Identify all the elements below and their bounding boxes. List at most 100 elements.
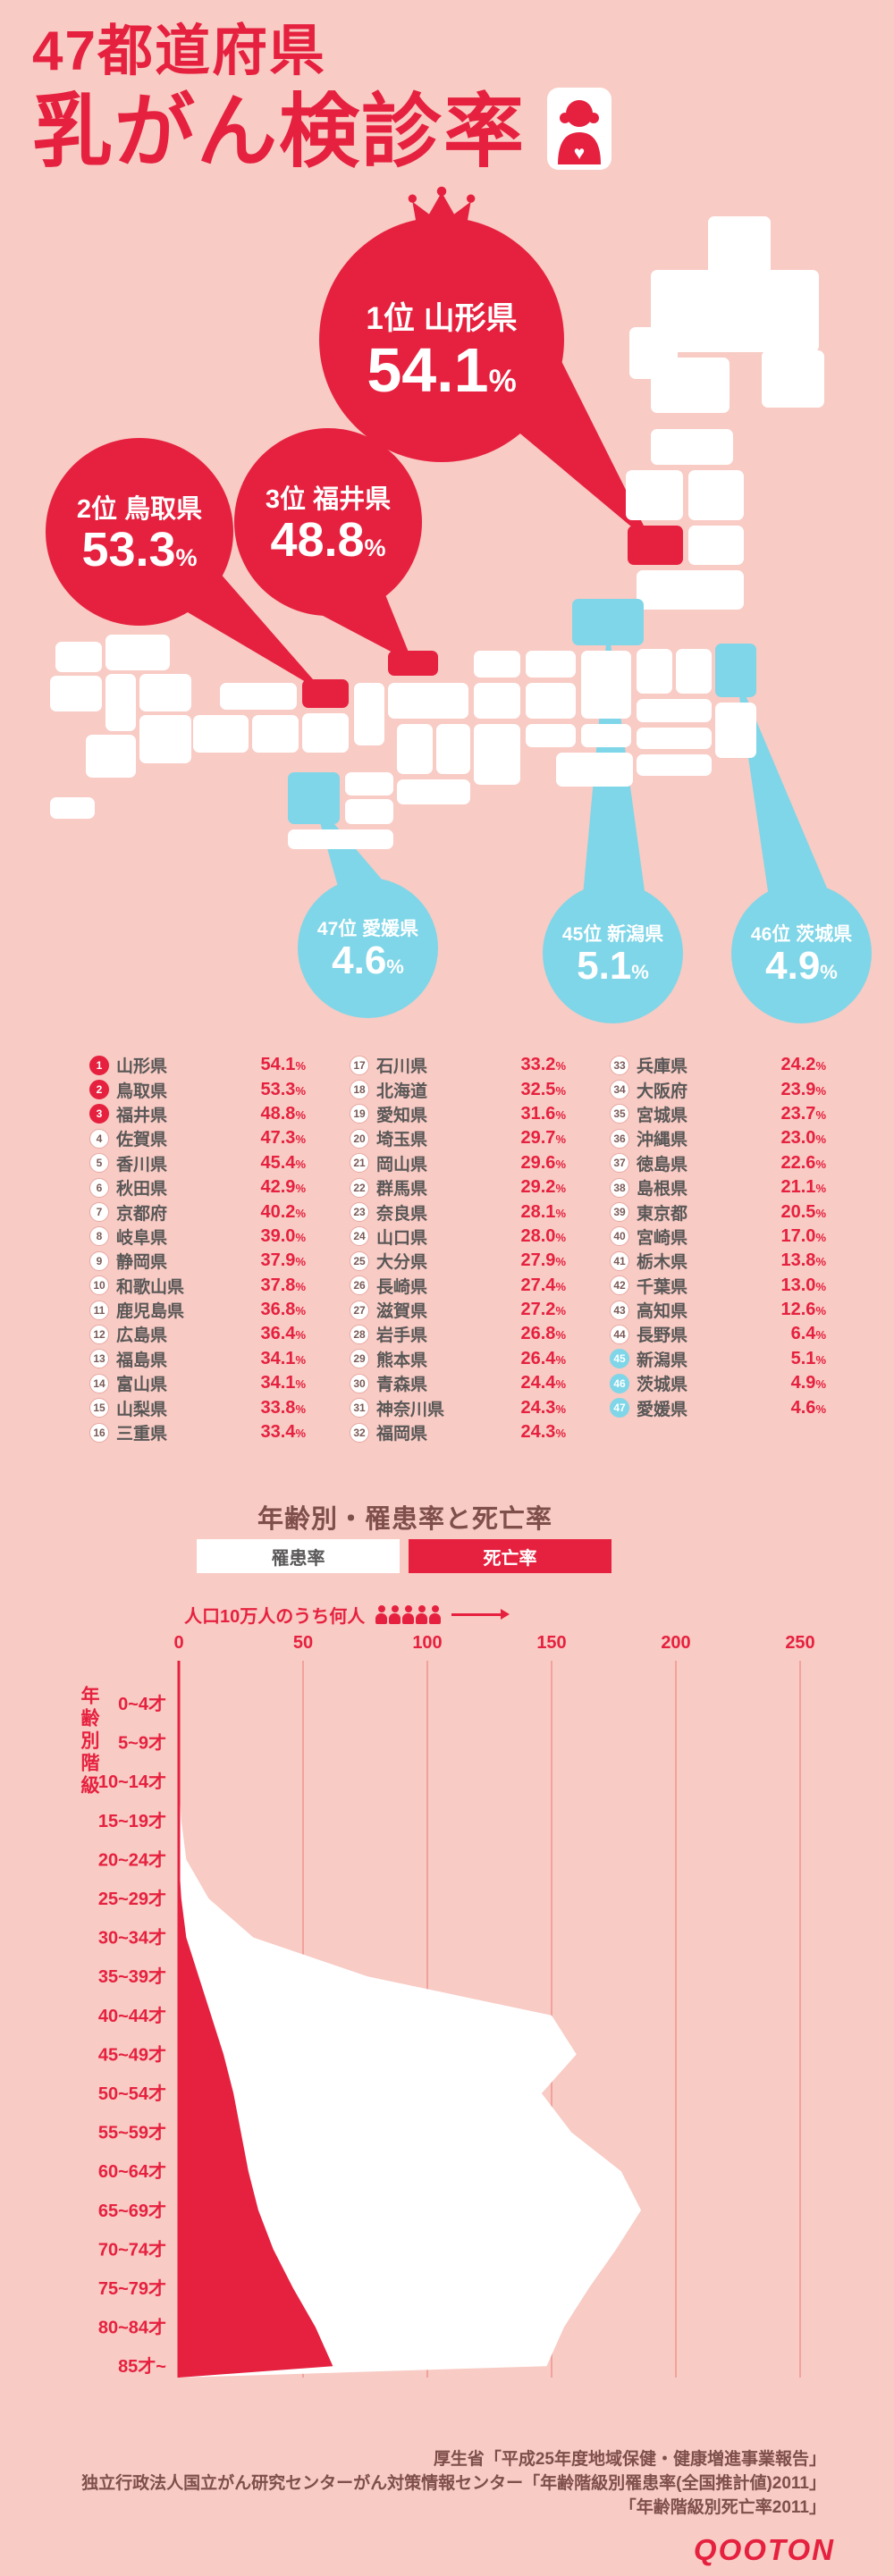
source-line: 「年齢階級別死亡率2011」 xyxy=(619,2498,826,2517)
screening-rate: 27.9% xyxy=(520,1250,567,1271)
rank-badge: 11 xyxy=(89,1300,109,1320)
rank-badge: 40 xyxy=(610,1226,629,1247)
rank-badge: 43 xyxy=(610,1300,629,1320)
screening-rate: 4.6% xyxy=(790,1397,826,1418)
ranking-row: 9 静岡県 37.9% xyxy=(89,1249,306,1273)
rank-badge: 13 xyxy=(89,1349,109,1369)
map-block xyxy=(651,270,819,352)
callout-label: 47位 愛媛県 xyxy=(316,919,419,940)
callout-label: 1位 山形県 xyxy=(366,300,518,336)
ranking-row: 38 島根県 21.1% xyxy=(610,1175,826,1200)
screening-rate: 24.3% xyxy=(520,1422,567,1443)
map-block xyxy=(354,683,384,745)
ranking-row: 1 山形県 54.1% xyxy=(89,1053,306,1077)
screening-rate: 27.4% xyxy=(520,1275,567,1295)
age-label: 30~34才 xyxy=(98,1927,166,1949)
ranking-row: 32 福岡県 24.3% xyxy=(350,1420,566,1444)
rank-badge: 34 xyxy=(610,1080,629,1100)
screening-rate: 26.8% xyxy=(520,1324,567,1344)
map-block xyxy=(55,642,102,672)
callout-value: 4.6% xyxy=(332,939,404,983)
ranking-row: 6 秋田県 42.9% xyxy=(89,1175,306,1200)
ranking-row: 33 兵庫県 24.2% xyxy=(610,1053,826,1077)
screening-rate: 31.6% xyxy=(520,1103,567,1124)
screening-rate: 37.8% xyxy=(260,1275,307,1295)
rank-badge: 3 xyxy=(89,1104,109,1124)
japan-map xyxy=(50,216,833,903)
ranking-row: 20 埼玉県 29.7% xyxy=(350,1126,566,1150)
map-block xyxy=(474,683,520,719)
callout-label: 2位 鳥取県 xyxy=(76,495,203,525)
page-title-line1: 47都道府県 xyxy=(32,21,326,82)
prefecture-name: 岡山県 xyxy=(376,1155,428,1174)
age-label: 85才~ xyxy=(118,2355,166,2377)
map-block xyxy=(86,735,136,778)
map-block xyxy=(637,754,712,776)
prefecture-name: 新潟県 xyxy=(637,1351,688,1370)
screening-rate: 23.0% xyxy=(780,1128,827,1149)
rank-badge: 38 xyxy=(610,1177,629,1198)
ranking-row: 47 愛媛県 4.6% xyxy=(610,1395,826,1419)
callout-rank2-tottori: 2位 鳥取県 53.3% xyxy=(46,438,233,626)
person-icon xyxy=(429,1604,442,1625)
callout-value: 54.1% xyxy=(367,334,517,405)
rank-badge: 39 xyxy=(610,1202,629,1223)
prefecture-name: 山口県 xyxy=(376,1228,428,1248)
screening-rate: 48.8% xyxy=(260,1103,307,1124)
rank-badge: 29 xyxy=(350,1349,369,1369)
map-block xyxy=(637,699,712,722)
person-icon xyxy=(389,1604,401,1625)
rank-badge: 31 xyxy=(350,1398,369,1418)
prefecture-name: 沖縄県 xyxy=(637,1131,688,1150)
prefecture-name: 宮城県 xyxy=(637,1106,688,1125)
age-label: 35~39才 xyxy=(98,1966,166,1987)
screening-rate: 29.7% xyxy=(520,1128,567,1149)
rank-badge: 46 xyxy=(610,1373,629,1393)
prefecture-name: 滋賀県 xyxy=(376,1302,428,1322)
rank-badge: 1 xyxy=(89,1055,109,1075)
rank-badge: 37 xyxy=(610,1153,629,1174)
ranking-row: 36 沖縄県 23.0% xyxy=(610,1126,826,1150)
prefecture-name: 徳島県 xyxy=(637,1155,688,1174)
screening-rate: 28.0% xyxy=(520,1225,567,1246)
screening-rate: 37.9% xyxy=(260,1250,307,1271)
sources: 厚生省「平成25年度地域保健・健康増進事業報告」 独立行政法人国立がん研究センタ… xyxy=(81,2447,826,2520)
screening-rate: 24.3% xyxy=(520,1397,567,1418)
prefecture-name: 秋田県 xyxy=(116,1180,168,1200)
age-label: 0~4才 xyxy=(118,1693,166,1714)
qooton-logo: QOOTON xyxy=(693,2533,835,2566)
age-label: 45~49才 xyxy=(98,2043,166,2065)
ranking-row: 19 愛知県 31.6% xyxy=(350,1102,566,1126)
prefecture-name: 栃木県 xyxy=(637,1253,688,1273)
screening-rate: 39.0% xyxy=(260,1225,307,1246)
screening-rate: 17.0% xyxy=(780,1225,827,1246)
prefecture-name: 三重県 xyxy=(116,1425,168,1444)
rank-badge: 18 xyxy=(350,1080,369,1100)
prefecture-name: 奈良県 xyxy=(376,1204,428,1224)
callout-value: 5.1% xyxy=(577,944,649,989)
screening-rate: 24.2% xyxy=(780,1055,827,1075)
ranking-row: 17 石川県 33.2% xyxy=(350,1053,566,1077)
rank-badge: 5 xyxy=(89,1153,109,1174)
age-label: 65~69才 xyxy=(98,2200,166,2221)
map-block xyxy=(50,797,95,819)
callout-rank1-yamagata: 1位 山形県 54.1% xyxy=(319,186,564,462)
screening-rate: 21.1% xyxy=(780,1177,827,1198)
ranking-row: 45 新潟県 5.1% xyxy=(610,1347,826,1371)
rank-badge: 7 xyxy=(89,1202,109,1223)
screening-rate: 34.1% xyxy=(260,1348,307,1368)
map-block xyxy=(105,674,136,731)
rank-badge: 21 xyxy=(350,1153,369,1174)
rank-badge: 24 xyxy=(350,1226,369,1247)
age-label: 75~79才 xyxy=(98,2277,166,2299)
tick-label: 200 xyxy=(661,1633,690,1653)
incidence-area xyxy=(179,1704,642,2378)
ranking-row: 37 徳島県 22.6% xyxy=(610,1151,826,1175)
map-block xyxy=(397,724,433,774)
rank-badge: 27 xyxy=(350,1300,369,1320)
prefecture-name: 静岡県 xyxy=(116,1253,168,1273)
map-block xyxy=(715,703,756,758)
tick-label: 50 xyxy=(293,1633,313,1653)
rank-badge: 30 xyxy=(350,1373,369,1393)
x-axis-label: 人口10万人のうち何人 xyxy=(184,1602,510,1628)
